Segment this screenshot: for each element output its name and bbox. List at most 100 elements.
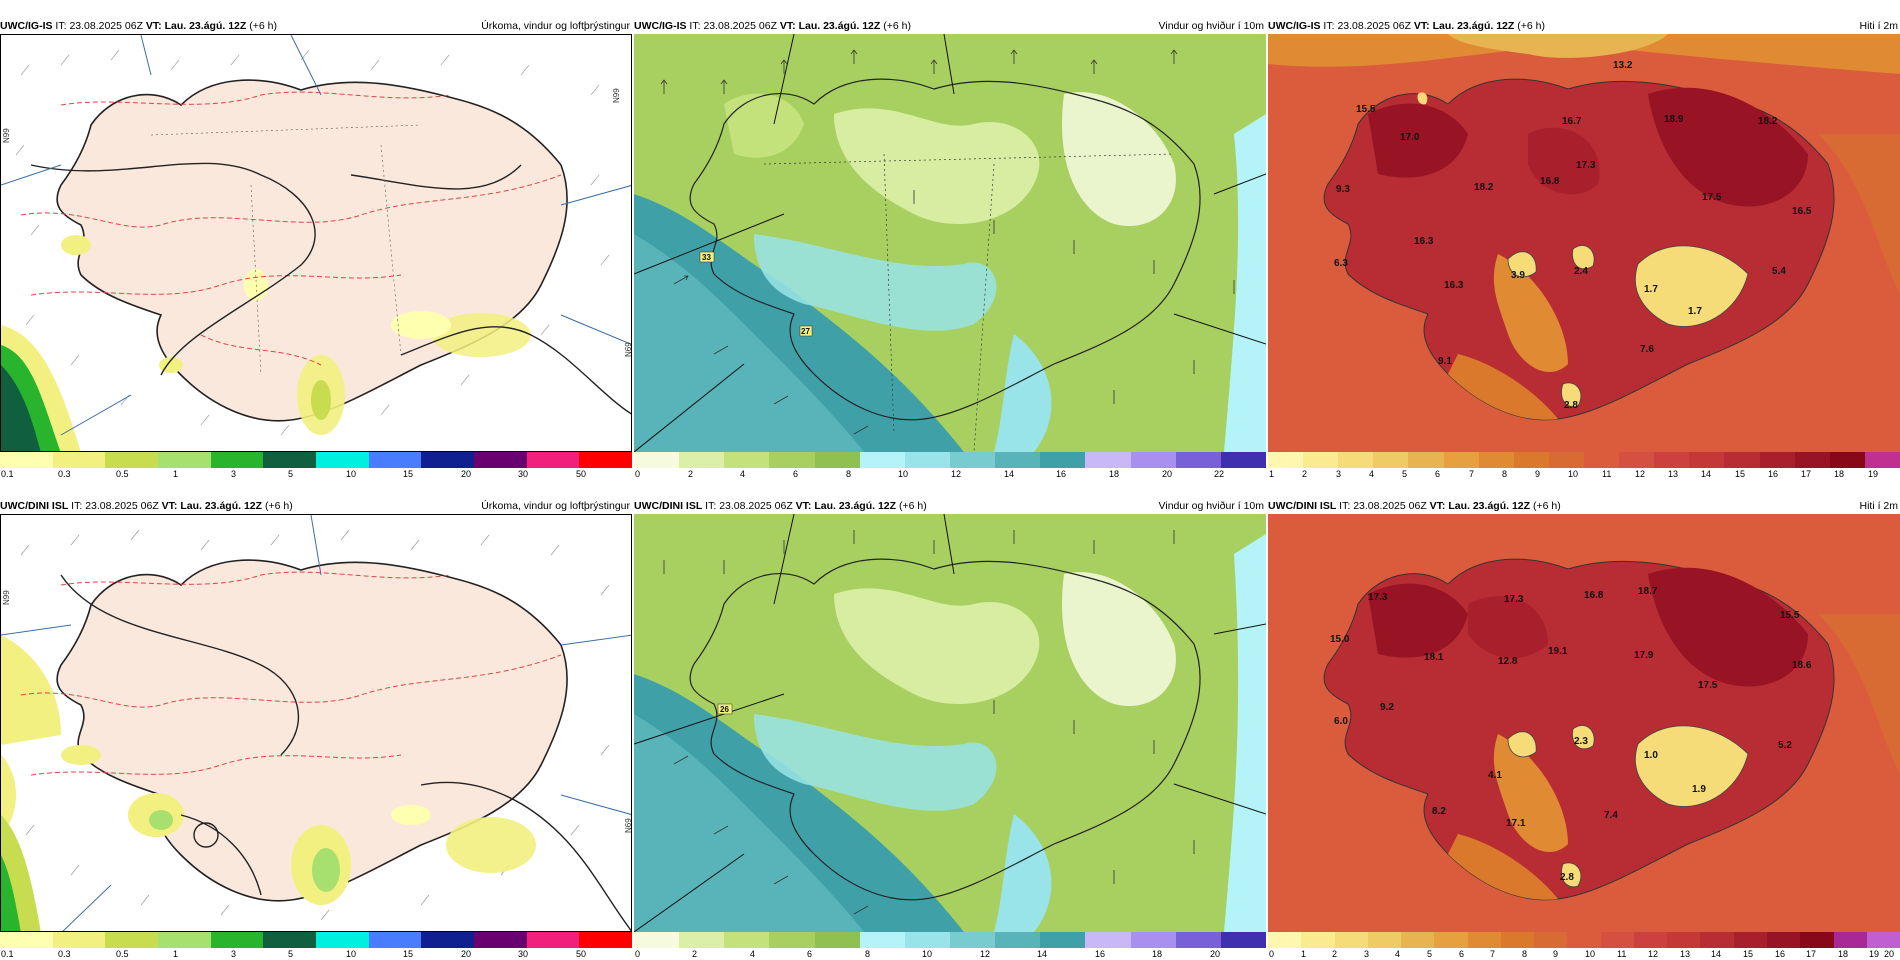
precip-map[interactable]: N99 N69 <box>0 514 632 932</box>
value-label: 2.3 <box>1574 736 1588 747</box>
legend-swatch <box>679 932 725 948</box>
precip-panel: UWC/DINI ISL IT: 23.08.2025 06Z VT: Lau.… <box>0 498 633 959</box>
precip-legend-ticks: 0.1 0.3 0.5 1 3 5 10 15 20 30 50 <box>0 468 632 480</box>
legend-swatch <box>1689 452 1725 468</box>
precip-legend <box>0 452 633 468</box>
side-label: N99 <box>2 128 11 143</box>
value-label: 7.6 <box>1640 344 1654 355</box>
valid-prefix: VT: <box>795 500 812 512</box>
legend-tick: 15 <box>1735 469 1746 479</box>
legend-swatch <box>1724 452 1760 468</box>
value-label: 17.3 <box>1504 594 1524 605</box>
legend-swatch <box>1800 932 1834 948</box>
legend-tick: 7 <box>1469 469 1475 479</box>
temp-map[interactable]: 17.3 17.3 16.8 18.7 15.5 15.0 18.1 12.8 … <box>1268 514 1900 932</box>
value-label: 12.8 <box>1498 656 1518 667</box>
legend-swatch <box>1600 932 1634 948</box>
wind-map-svg: 33 27 <box>634 34 1266 452</box>
legend-tick: 15 <box>403 469 414 479</box>
wind-legend-ticks: 0 2 4 6 8 10 12 14 16 18 20 22 <box>634 468 1266 480</box>
legend-swatch <box>1268 932 1302 948</box>
wind-panel: UWC/DINI ISL IT: 23.08.2025 06Z VT: Lau.… <box>634 498 1266 959</box>
legend-swatch <box>1373 452 1409 468</box>
lead-time: (+6 h) <box>883 20 911 32</box>
legend-swatch <box>1534 932 1568 948</box>
legend-swatch <box>1759 452 1795 468</box>
panel-title: Úrkoma, vindur og loftþrýstingur <box>481 20 630 32</box>
legend-swatch <box>474 932 527 948</box>
value-label: 5.2 <box>1778 740 1792 751</box>
lead-time: (+6 h) <box>898 500 927 512</box>
value-label: 9.3 <box>1336 184 1350 195</box>
legend-swatch <box>1220 932 1266 948</box>
valid-prefix: VT: <box>161 500 178 512</box>
value-label: 17.3 <box>1576 160 1596 171</box>
value-label: 18.6 <box>1792 660 1812 671</box>
lead-time: (+6 h) <box>264 500 293 512</box>
legend-swatch <box>1654 452 1690 468</box>
legend-swatch <box>1175 452 1221 468</box>
init-time: 23.08.2025 06Z <box>85 500 159 512</box>
legend-tick: 0.3 <box>58 469 71 479</box>
legend-swatch <box>769 932 815 948</box>
model-name: UWC/IG-IS <box>1268 20 1321 32</box>
legend-swatch <box>579 452 633 468</box>
legend-swatch <box>1766 932 1801 948</box>
valid-prefix: VT: <box>1429 500 1446 512</box>
panel-header: UWC/IG-IS IT: 23.08.2025 06Z VT: Lau. 23… <box>0 18 277 34</box>
legend-swatch <box>1175 932 1221 948</box>
legend-swatch <box>210 452 264 468</box>
value-label: 2.4 <box>1574 266 1588 277</box>
legend-swatch <box>1334 932 1368 948</box>
legend-swatch <box>421 452 475 468</box>
legend-tick: 10 <box>898 469 909 479</box>
legend-tick: 4 <box>1369 469 1375 479</box>
value-label: 17.9 <box>1634 650 1654 661</box>
legend-swatch <box>1040 932 1086 948</box>
legend-swatch <box>1338 452 1374 468</box>
init-prefix: IT: <box>1339 500 1351 512</box>
init-time: 23.08.2025 06Z <box>719 500 793 512</box>
precip-map[interactable]: N99 N99 N69 <box>0 34 632 452</box>
legend-swatch <box>1367 932 1402 948</box>
init-prefix: IT: <box>689 20 701 32</box>
precip-map-svg: N99 N99 N69 <box>1 35 631 451</box>
precip-map-svg: N99 N69 <box>1 515 631 931</box>
legend-swatch <box>1268 452 1304 468</box>
value-label: 18.1 <box>1424 652 1444 663</box>
legend-tick: 6 <box>793 469 799 479</box>
legend-swatch <box>316 932 369 948</box>
legend-swatch <box>1619 452 1655 468</box>
value-label: 1.7 <box>1688 306 1702 317</box>
value-label: 17.1 <box>1506 818 1526 829</box>
legend-swatch <box>1085 452 1131 468</box>
value-label: 7.4 <box>1604 810 1618 821</box>
legend-swatch <box>1733 932 1767 948</box>
wind-map[interactable]: 26 <box>634 514 1266 932</box>
panel-title: Hiti í 2m <box>1859 20 1898 32</box>
legend-tick: 1 <box>173 469 179 479</box>
legend-swatch <box>1829 452 1865 468</box>
init-prefix: IT: <box>71 500 83 512</box>
value-label: 15.5 <box>1780 610 1800 621</box>
wind-map-svg: 26 <box>634 514 1266 932</box>
value-label: 8.2 <box>1432 806 1446 817</box>
legend-swatch <box>1667 932 1701 948</box>
legend-tick: 5 <box>288 469 294 479</box>
legend-swatch <box>995 452 1041 468</box>
legend-tick: 30 <box>518 469 529 479</box>
panel-header: UWC/DINI ISL IT: 23.08.2025 06Z VT: Lau.… <box>634 498 927 514</box>
wind-map[interactable]: 33 27 <box>634 34 1266 452</box>
iceland-outline <box>689 558 1201 901</box>
panel-header: UWC/IG-IS IT: 23.08.2025 06Z VT: Lau. 23… <box>634 18 911 34</box>
station-label: 26 <box>720 705 729 714</box>
legend-swatch <box>526 452 580 468</box>
legend-tick: 20 <box>461 469 472 479</box>
wind-panel: UWC/IG-IS IT: 23.08.2025 06Z VT: Lau. 23… <box>634 18 1266 479</box>
temp-panel: UWC/DINI ISL IT: 23.08.2025 06Z VT: Lau.… <box>1268 498 1900 959</box>
legend-swatch <box>859 452 905 468</box>
temp-map[interactable]: 13.2 15.5 17.0 16.7 18.9 18.2 9.3 18.2 1… <box>1268 34 1900 452</box>
legend-swatch <box>368 452 422 468</box>
model-name: UWC/DINI ISL <box>1268 500 1337 512</box>
value-label: 9.2 <box>1380 702 1394 713</box>
